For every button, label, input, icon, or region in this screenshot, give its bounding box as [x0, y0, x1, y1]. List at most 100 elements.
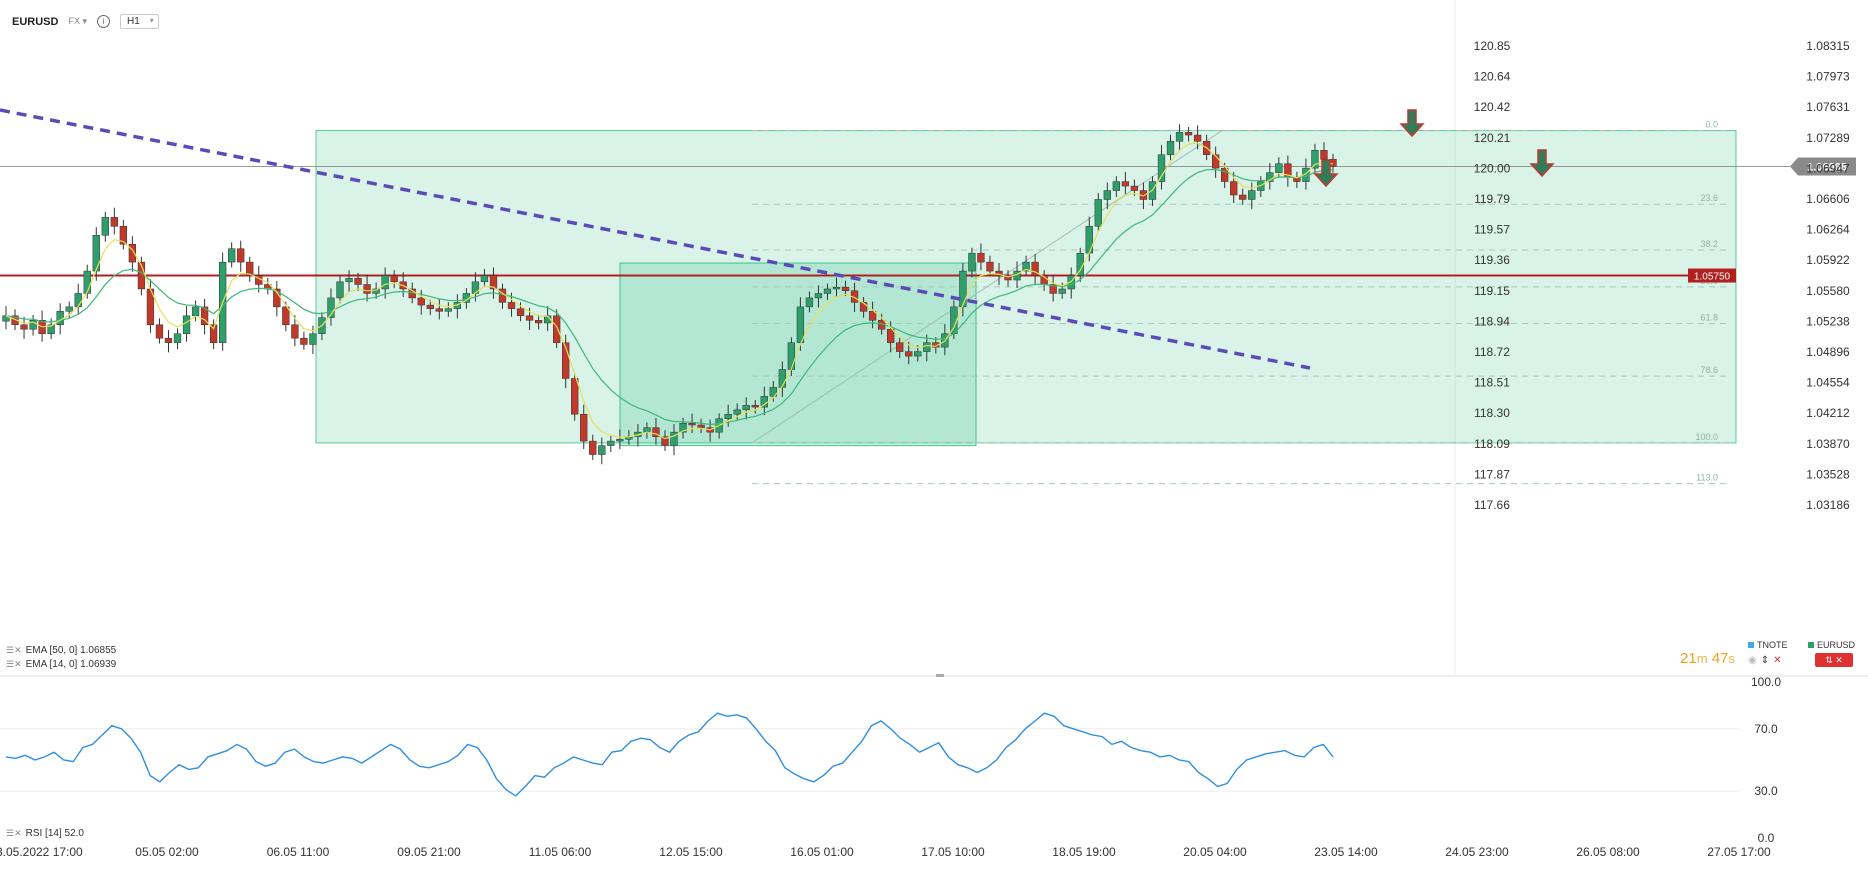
ema14-legend-text: EMA [14, 0] 1.06939: [25, 659, 117, 670]
candle-body: [47, 324, 55, 334]
candle-body: [200, 306, 209, 326]
candle-body: [119, 226, 128, 245]
candle-body: [1049, 284, 1057, 294]
candle-body: [525, 315, 534, 321]
market-tag[interactable]: FX ▾: [68, 16, 87, 26]
timeframe-select[interactable]: H1 ▾: [120, 14, 159, 29]
reorder-icon[interactable]: ⇕: [1760, 655, 1770, 666]
candle-body: [74, 293, 82, 308]
last-price-value: 1.06968: [1807, 162, 1847, 174]
ema50-legend[interactable]: ☰✕ EMA [50, 0] 1.06855: [6, 645, 116, 656]
candle-body: [1004, 275, 1012, 281]
left-axis-tick-label: 117.66: [1474, 498, 1510, 512]
candle-body: [372, 288, 380, 294]
candle-body: [580, 414, 588, 442]
candle-body: [381, 275, 389, 290]
candle-body: [507, 302, 516, 309]
candle-body: [1175, 132, 1184, 142]
left-axis-tick-label: 119.36: [1474, 253, 1510, 267]
x-axis-tick-label: 16.05 01:00: [790, 845, 854, 859]
x-axis-tick-label: 26.05 08:00: [1576, 845, 1640, 859]
rsi-legend[interactable]: ☰✕ RSI [14] 52.0: [6, 828, 84, 839]
candle-body: [1166, 141, 1175, 155]
candle-body: [968, 252, 976, 272]
right-axis-tick-label: 1.08315: [1806, 39, 1850, 53]
candle-body: [995, 270, 1003, 276]
fib-level-label: 0.0: [1705, 120, 1718, 130]
candle-body: [1211, 154, 1220, 169]
rsi-legend-text: RSI [14] 52.0: [25, 828, 84, 839]
candle-body: [1085, 226, 1093, 254]
right-axis-tick-label: 1.05580: [1806, 284, 1850, 298]
left-axis-tick-label: 118.94: [1474, 314, 1510, 328]
horizontal-line-badge: [1688, 268, 1736, 283]
last-price-badge: [1790, 157, 1856, 176]
tnote-series-legend[interactable]: TNOTE: [1748, 640, 1788, 650]
candle-body: [1193, 134, 1202, 142]
list-icon[interactable]: ☰✕: [6, 828, 22, 838]
candle-body: [1121, 181, 1130, 187]
candle-body: [92, 235, 100, 272]
eurusd-swatch: [1808, 642, 1814, 648]
right-axis-tick-label: 1.04896: [1806, 345, 1850, 359]
down-arrow-icon: [1399, 109, 1425, 138]
x-axis-tick-label: 12.05 15:00: [659, 845, 723, 859]
candle-body: [841, 286, 850, 292]
countdown-m-unit: m: [1696, 651, 1708, 666]
right-axis-tick-label: 1.03528: [1806, 467, 1850, 481]
candle-body: [697, 424, 705, 428]
candle-body: [327, 297, 335, 318]
candle-body: [923, 342, 931, 352]
countdown-seconds: 47: [1711, 650, 1729, 667]
right-axis-tick-label: 1.07973: [1806, 70, 1850, 84]
candle-body: [444, 308, 452, 312]
right-axis-tick-label: 1.06947: [1806, 161, 1850, 175]
horizontal-line-value: 1.05750: [1694, 272, 1731, 283]
candle-body: [1248, 190, 1256, 200]
countdown-minutes: 21: [1680, 650, 1697, 667]
close-icon[interactable]: ✕: [1773, 655, 1782, 666]
chart-toolbar: EURUSD FX ▾ i H1 ▾: [12, 14, 159, 29]
candle-body: [787, 342, 796, 370]
ema14-line: [5, 142, 1334, 440]
rsi-axis-tick-label: 30.0: [1754, 784, 1778, 798]
fib-level-label: 38.2: [1700, 239, 1718, 249]
candle-body: [616, 439, 624, 442]
ema14-legend[interactable]: ☰✕ EMA [14, 0] 1.06939: [6, 659, 116, 670]
candle-body: [65, 306, 73, 312]
candle-body: [1184, 132, 1193, 136]
candle-body: [435, 308, 443, 312]
candle-body: [1022, 261, 1030, 272]
list-icon[interactable]: ☰✕: [6, 645, 22, 655]
candle-body: [1094, 199, 1102, 227]
candle-body: [354, 277, 362, 285]
eurusd-series-legend[interactable]: EURUSD: [1808, 640, 1855, 650]
candle-body: [101, 217, 109, 236]
symbol-label[interactable]: EURUSD: [12, 15, 59, 28]
rsi-axis-tick-label: 70.0: [1754, 722, 1778, 736]
candle-body: [643, 427, 651, 433]
rsi-axis-tick-label: 100.0: [1751, 675, 1781, 689]
candle-body: [977, 252, 985, 263]
fib-level-label: 61.8: [1700, 313, 1718, 323]
candle-body: [742, 405, 750, 411]
candle-body: [390, 275, 398, 283]
candle-body: [1130, 185, 1139, 191]
candle-body: [1058, 288, 1066, 294]
x-axis-tick-label: 05.05 02:00: [135, 845, 199, 859]
eurusd-remove-button[interactable]: ⇅ ✕: [1815, 653, 1853, 667]
right-axis-tick-label: 1.03186: [1806, 498, 1850, 512]
candle-body: [534, 320, 543, 324]
candle-body: [1311, 150, 1319, 169]
candle-body: [282, 306, 290, 326]
left-axis-tick-label: 120.42: [1474, 100, 1511, 114]
candle-body: [164, 337, 173, 343]
info-icon[interactable]: i: [97, 15, 110, 28]
list-icon[interactable]: ☰✕: [6, 659, 22, 669]
candle-body: [345, 277, 353, 283]
trend-line: [0, 108, 1311, 370]
fib-level-label: 78.6: [1700, 365, 1718, 375]
candle-body: [182, 315, 191, 334]
left-axis-tick-label: 120.64: [1474, 70, 1511, 84]
eye-icon[interactable]: ◉: [1748, 655, 1757, 666]
